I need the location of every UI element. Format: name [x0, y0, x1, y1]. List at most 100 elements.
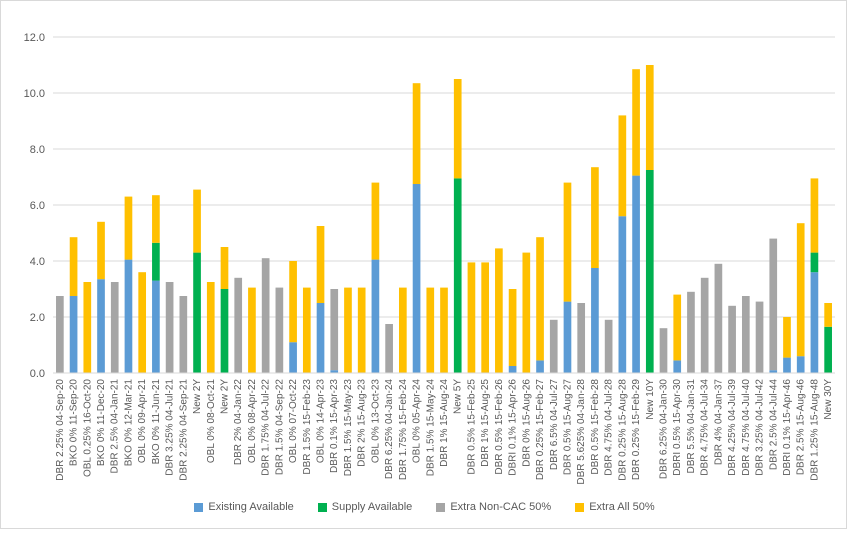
x-tick-label: DBR 4% 04-Jan-37: [713, 379, 724, 466]
legend-item-noncac: Extra Non-CAC 50%: [436, 501, 551, 513]
bar-segment-noncac: [659, 328, 668, 373]
bar-segment-extra: [302, 287, 311, 373]
bar-segment-extra: [508, 289, 517, 366]
bar-segment-existing: [330, 370, 339, 373]
x-tick-label: DBR 4.75% 04-Jul-40: [741, 379, 752, 476]
bar-segment-existing: [371, 259, 380, 373]
bar-segment-existing: [289, 342, 297, 373]
legend-label-noncac: Extra Non-CAC 50%: [450, 501, 552, 513]
x-tick-label: DBR 0.25% 15-Aug-28: [617, 379, 628, 481]
x-tick-label: DBR 1.5% 15-May-23: [343, 379, 354, 477]
bar-segment-supply: [453, 178, 462, 373]
bar-segment-extra: [645, 65, 654, 170]
bar-segment-extra: [673, 294, 682, 361]
bar-segment-extra: [289, 261, 297, 343]
x-tick-label: DBR 2.25% 04-Sep-20: [55, 379, 66, 481]
x-tick-label: DBR 0% 15-Aug-26: [521, 379, 532, 467]
bar-segment-noncac: [577, 303, 586, 373]
bar-segment-noncac: [330, 289, 339, 371]
bar-segment-existing: [810, 272, 819, 373]
bar-segment-existing: [124, 259, 133, 373]
bar-segment-existing: [152, 280, 160, 373]
bar-segment-supply: [810, 252, 819, 273]
bar-segment-noncac: [179, 296, 188, 373]
bar-segment-extra: [536, 237, 544, 361]
bar-segment-extra: [83, 282, 92, 373]
bar-segment-existing: [316, 303, 325, 373]
legend-swatch-existing: [194, 502, 204, 512]
bar-segment-noncac: [741, 296, 750, 373]
x-tick-label: DBR 1.75% 15-Feb-24: [398, 379, 409, 481]
bar-segment-extra: [69, 237, 78, 296]
x-tick-label: DBR 1% 15-Aug-24: [439, 379, 450, 467]
x-tick-label: DBR 0.5% 15-Feb-25: [466, 379, 477, 475]
bar-segment-existing: [69, 296, 78, 373]
x-tick-label: DBR 0.5% 15-Feb-26: [494, 379, 505, 475]
bar-segment-supply: [193, 252, 201, 373]
x-tick-label: DBR 1.25% 15-Aug-48: [809, 379, 820, 481]
bar-segment-existing: [783, 357, 791, 373]
bar-segment-extra: [97, 221, 105, 280]
legend-item-existing: Existing Available: [194, 501, 294, 513]
y-tick-label: 4.0: [30, 256, 45, 268]
legend-swatch-extra: [575, 502, 585, 512]
bar-segment-extra: [371, 182, 380, 260]
y-tick-label: 12.0: [24, 32, 45, 44]
bar-segment-noncac: [687, 291, 695, 373]
legend-swatch-noncac: [436, 502, 446, 512]
bar-segment-existing: [769, 370, 778, 373]
x-tick-label: DBR 2.5% 15-Aug-46: [796, 379, 807, 476]
bar-segment-existing: [632, 175, 640, 373]
bar-segment-extra: [138, 272, 147, 373]
bar-segment-existing: [97, 279, 105, 373]
bar-segment-extra: [563, 182, 572, 302]
bar-segment-existing: [412, 184, 421, 373]
x-tick-label: OBL 0% 08-Oct-21: [206, 379, 217, 464]
bar-segment-noncac: [261, 258, 270, 373]
bar-segment-noncac: [385, 324, 393, 373]
bar-segment-extra: [522, 252, 531, 373]
x-tick-label: BKO 0% 12-Mar-21: [123, 379, 134, 467]
x-tick-label: DBR 4.25% 04-Jul-39: [727, 379, 738, 476]
legend-label-extra: Extra All 50%: [589, 501, 655, 513]
bar-segment-extra: [357, 287, 366, 373]
bar-segment-extra: [632, 69, 640, 176]
bar-segment-noncac: [604, 319, 613, 373]
legend-item-extra: Extra All 50%: [575, 501, 655, 513]
x-tick-label: OBL 0% 08-Apr-22: [247, 379, 258, 464]
bar-segment-extra: [824, 303, 832, 327]
bar-segment-extra: [440, 287, 448, 373]
x-tick-label: DBR 2% 04-Jan-22: [233, 379, 244, 466]
bar-segment-extra: [591, 167, 599, 268]
bar-segment-noncac: [234, 277, 243, 373]
x-tick-label: DBR 1.5% 04-Sep-22: [274, 379, 285, 476]
x-tick-label: DBR 5.5% 04-Jan-31: [686, 379, 697, 474]
x-tick-label: OBL 0.25% 16-Oct-20: [82, 379, 93, 477]
x-tick-label: BKO 0% 11-Dec-20: [96, 379, 107, 467]
bar-segment-extra: [316, 226, 325, 303]
x-tick-label: DBR 4.75% 04-Jul-34: [700, 379, 711, 476]
legend-label-supply: Supply Available: [331, 501, 413, 513]
x-tick-label: DBR 1.5% 15-Feb-23: [302, 379, 313, 475]
y-tick-label: 2.0: [30, 312, 45, 324]
x-tick-label: BKO 0% 11-Jun-21: [151, 379, 162, 465]
bar-segment-extra: [783, 317, 791, 358]
x-tick-label: DBR 6.5% 04-Jul-27: [549, 379, 560, 471]
bar-segment-existing: [591, 268, 599, 373]
bar-segment-noncac: [549, 319, 558, 373]
x-tick-label: DBR 2% 15-Aug-23: [357, 379, 368, 467]
bar-segment-extra: [467, 262, 476, 373]
legend-item-supply: Supply Available: [317, 501, 413, 513]
x-tick-label: DBR 2.5% 04-Jan-21: [110, 379, 121, 474]
x-tick-label: DBR 1.75% 04-Jul-22: [261, 379, 272, 476]
x-tick-label: DBRI 0.5% 15-Apr-30: [672, 379, 683, 476]
y-tick-label: 10.0: [24, 88, 45, 100]
bar-segment-extra: [453, 79, 462, 179]
x-tick-label: DBRI 0.1% 15-Apr-26: [508, 379, 519, 476]
x-tick-label: OBL 0% 05-Apr-24: [412, 379, 423, 464]
y-tick-label: 8.0: [30, 144, 45, 156]
bar-segment-noncac: [769, 238, 778, 371]
x-tick-label: DBR 3.25% 04-Jul-42: [755, 379, 766, 476]
